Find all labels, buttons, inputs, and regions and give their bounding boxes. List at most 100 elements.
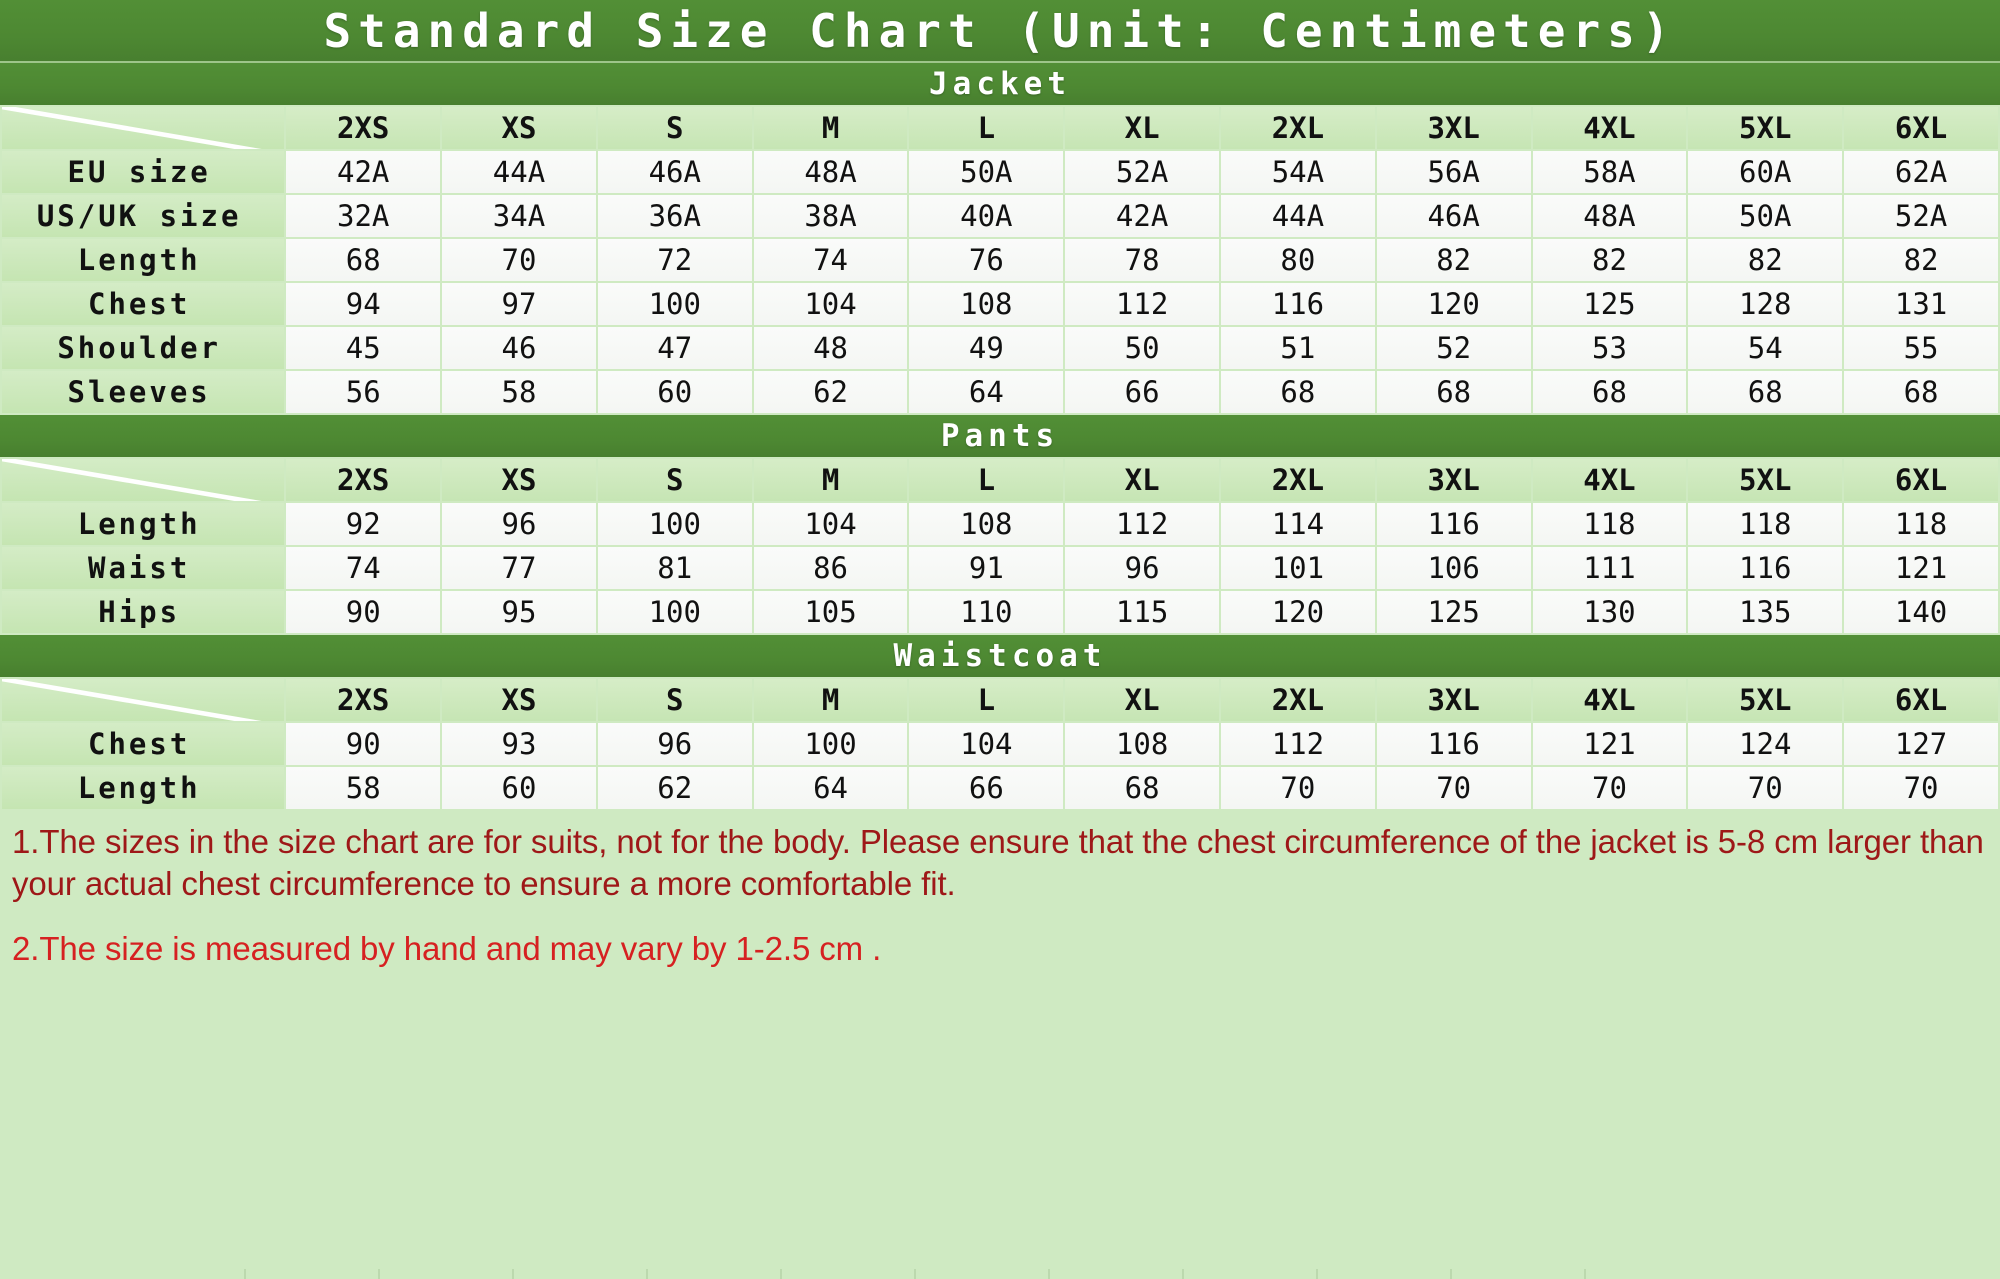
row-label: Hips xyxy=(2,591,285,633)
table-row: Length 58 60 62 64 66 68 70 70 70 70 70 xyxy=(2,767,1998,809)
measurement-cell: 44A xyxy=(1221,195,1375,237)
measurement-cell: 68 xyxy=(1688,371,1843,413)
diagonal-slash-icon xyxy=(2,459,262,501)
measurement-cell: 72 xyxy=(597,239,752,281)
measurement-cell: 47 xyxy=(597,327,752,369)
measurement-cell: 68 xyxy=(1065,767,1219,809)
measurement-cell: 116 xyxy=(1688,547,1843,589)
bottom-divider-segment xyxy=(0,1269,246,1279)
column-header-4xl: 4XL xyxy=(1532,679,1687,721)
column-header-6xl: 6XL xyxy=(1844,107,1998,149)
measurement-cell: 70 xyxy=(1221,767,1375,809)
measurement-cell: 121 xyxy=(1532,723,1687,765)
measurement-cell: 51 xyxy=(1221,327,1375,369)
row-label: Length xyxy=(2,239,285,281)
measurement-cell: 55 xyxy=(1844,327,1998,369)
measurement-cell: 95 xyxy=(442,591,596,633)
measurement-cell: 48A xyxy=(1532,195,1687,237)
measurement-cell: 92 xyxy=(286,503,441,545)
measurement-cell: 78 xyxy=(1065,239,1219,281)
measurement-cell: 124 xyxy=(1688,723,1843,765)
table-waistcoat: 2XS XS S M L XL 2XL 3XL 4XL 5XL 6XL Chest 90 93 96 100 1… xyxy=(0,677,2000,811)
note-1: 1.The sizes in the size chart are for su… xyxy=(12,823,1984,902)
measurement-cell: 116 xyxy=(1376,503,1531,545)
measurement-cell: 81 xyxy=(597,547,752,589)
measurement-cell: 135 xyxy=(1688,591,1843,633)
column-header-s: S xyxy=(597,107,752,149)
measurement-cell: 54A xyxy=(1221,151,1375,193)
chart-title: Standard Size Chart (Unit: Centimeters) xyxy=(0,0,2000,63)
table-header-row: 2XS XS S M L XL 2XL 3XL 4XL 5XL 6XL xyxy=(2,679,1998,721)
measurement-cell: 48 xyxy=(753,327,908,369)
column-header-xl: XL xyxy=(1065,107,1219,149)
measurement-cell: 62 xyxy=(597,767,752,809)
measurement-cell: 36A xyxy=(597,195,752,237)
measurement-cell: 52 xyxy=(1376,327,1531,369)
diagonal-slash-icon xyxy=(2,679,262,721)
measurement-cell: 68 xyxy=(286,239,441,281)
measurement-cell: 46A xyxy=(597,151,752,193)
measurement-cell: 68 xyxy=(1532,371,1687,413)
table-row: Length 68 70 72 74 76 78 80 82 82 82 82 xyxy=(2,239,1998,281)
corner-cell-diagonal xyxy=(2,679,285,721)
row-label: Length xyxy=(2,503,285,545)
measurement-cell: 108 xyxy=(909,283,1064,325)
measurement-cell: 32A xyxy=(286,195,441,237)
measurement-cell: 90 xyxy=(286,723,441,765)
column-header-2xs: 2XS xyxy=(286,679,441,721)
column-header-xs: XS xyxy=(442,679,596,721)
measurement-cell: 127 xyxy=(1844,723,1998,765)
measurement-cell: 82 xyxy=(1532,239,1687,281)
measurement-cell: 64 xyxy=(753,767,908,809)
measurement-cell: 46A xyxy=(1376,195,1531,237)
measurement-cell: 112 xyxy=(1065,283,1219,325)
section-banner-jacket: Jacket xyxy=(0,63,2000,105)
table-row: Chest 94 97 100 104 108 112 116 120 125 128 131 xyxy=(2,283,1998,325)
measurement-cell: 46 xyxy=(442,327,596,369)
column-header-3xl: 3XL xyxy=(1376,459,1531,501)
measurement-cell: 104 xyxy=(909,723,1064,765)
table-pants: 2XS XS S M L XL 2XL 3XL 4XL 5XL 6XL Length 92 96 100 10… xyxy=(0,457,2000,635)
measurement-cell: 44A xyxy=(442,151,596,193)
row-label: Chest xyxy=(2,283,285,325)
measurement-cell: 68 xyxy=(1844,371,1998,413)
measurement-cell: 40A xyxy=(909,195,1064,237)
measurement-cell: 108 xyxy=(909,503,1064,545)
measurement-cell: 52A xyxy=(1065,151,1219,193)
measurement-cell: 52A xyxy=(1844,195,1998,237)
measurement-cell: 114 xyxy=(1221,503,1375,545)
table-header-row: 2XS XS S M L XL 2XL 3XL 4XL 5XL 6XL xyxy=(2,459,1998,501)
column-header-m: M xyxy=(753,459,908,501)
measurement-cell: 68 xyxy=(1221,371,1375,413)
column-header-5xl: 5XL xyxy=(1688,679,1843,721)
measurement-cell: 110 xyxy=(909,591,1064,633)
column-header-xs: XS xyxy=(442,459,596,501)
measurement-cell: 50A xyxy=(909,151,1064,193)
measurement-cell: 82 xyxy=(1844,239,1998,281)
measurement-cell: 112 xyxy=(1221,723,1375,765)
measurement-cell: 70 xyxy=(1532,767,1687,809)
column-header-xl: XL xyxy=(1065,459,1219,501)
measurement-cell: 66 xyxy=(909,767,1064,809)
bottom-divider-segment xyxy=(648,1269,782,1279)
measurement-cell: 106 xyxy=(1376,547,1531,589)
measurement-cell: 121 xyxy=(1844,547,1998,589)
measurement-cell: 100 xyxy=(597,591,752,633)
measurement-cell: 96 xyxy=(597,723,752,765)
table-jacket: 2XS XS S M L XL 2XL 3XL 4XL 5XL 6XL EU size 42A 44A 46… xyxy=(0,105,2000,415)
column-header-2xs: 2XS xyxy=(286,107,441,149)
measurement-cell: 96 xyxy=(1065,547,1219,589)
measurement-cell: 140 xyxy=(1844,591,1998,633)
measurement-cell: 104 xyxy=(753,283,908,325)
column-header-4xl: 4XL xyxy=(1532,107,1687,149)
measurement-cell: 68 xyxy=(1376,371,1531,413)
measurement-cell: 58A xyxy=(1532,151,1687,193)
row-label: Length xyxy=(2,767,285,809)
row-label: Waist xyxy=(2,547,285,589)
column-header-2xl: 2XL xyxy=(1221,107,1375,149)
measurement-cell: 60 xyxy=(442,767,596,809)
column-header-2xs: 2XS xyxy=(286,459,441,501)
column-header-2xl: 2XL xyxy=(1221,679,1375,721)
measurement-cell: 91 xyxy=(909,547,1064,589)
measurement-cell: 120 xyxy=(1221,591,1375,633)
